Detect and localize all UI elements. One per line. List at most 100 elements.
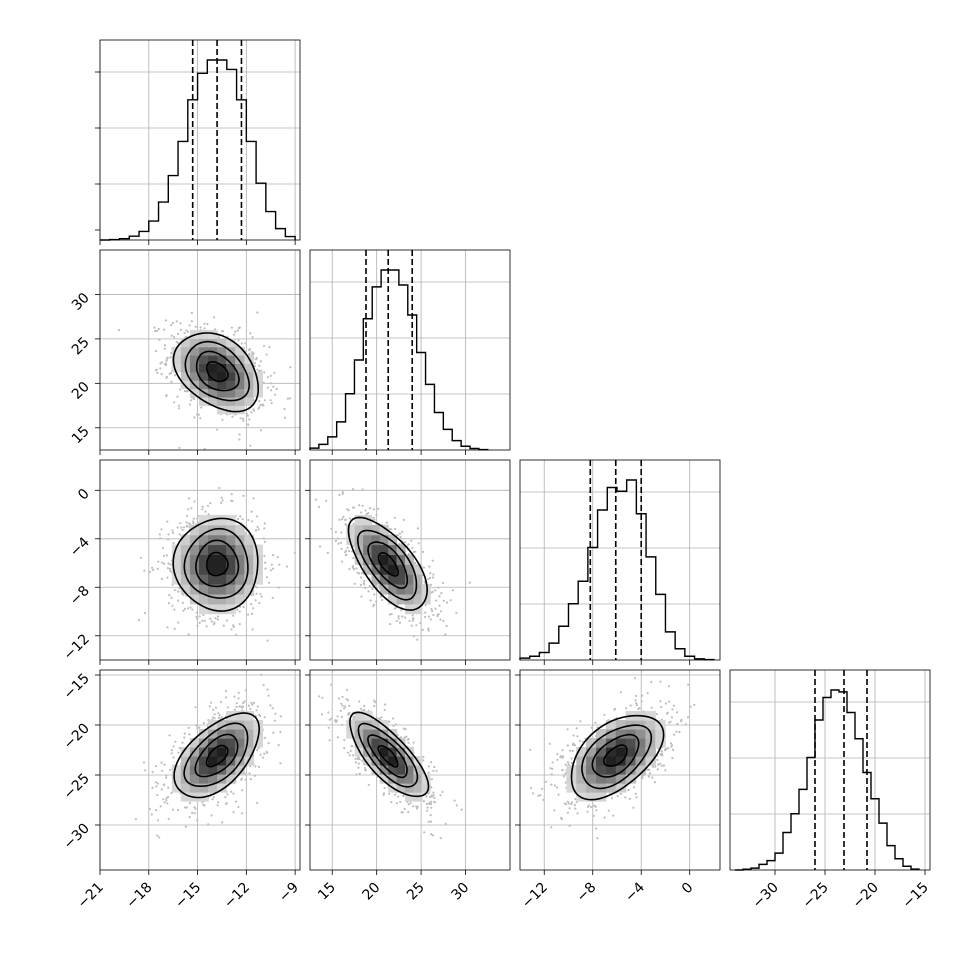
- density-cell: [226, 544, 236, 555]
- density-cell: [217, 388, 227, 398]
- sample-point: [170, 749, 173, 752]
- density-cell: [354, 554, 364, 565]
- sample-point: [250, 411, 253, 414]
- sample-point: [269, 399, 272, 402]
- sample-point: [373, 704, 376, 708]
- sample-point: [407, 543, 410, 546]
- sample-point: [340, 715, 343, 718]
- sample-point: [154, 369, 158, 372]
- density-cell: [217, 774, 227, 784]
- density-cell: [388, 593, 398, 605]
- sample-point: [165, 774, 168, 777]
- density-cell: [371, 756, 381, 766]
- sample-point: [338, 493, 341, 496]
- sample-point: [421, 628, 424, 631]
- density-cell: [199, 584, 209, 595]
- sample-point: [385, 521, 388, 524]
- sample-point: [437, 586, 440, 589]
- sample-point: [249, 332, 252, 335]
- sample-point: [369, 599, 372, 602]
- sample-point: [212, 708, 215, 711]
- sample-point: [352, 567, 355, 570]
- sample-point: [451, 589, 454, 592]
- sample-point: [203, 448, 206, 450]
- sample-point: [247, 704, 250, 707]
- density-cell: [217, 380, 227, 390]
- density-cell: [388, 774, 398, 784]
- density-cell: [413, 765, 423, 775]
- sample-point: [288, 397, 292, 400]
- density-cell: [226, 396, 236, 406]
- sample-point: [388, 792, 391, 795]
- sample-point: [154, 781, 157, 784]
- sample-point: [203, 327, 206, 330]
- sample-point: [256, 801, 259, 805]
- density-cell: [235, 380, 245, 390]
- density-cell: [244, 711, 254, 721]
- density-cell: [244, 738, 254, 748]
- density-cell: [405, 783, 414, 793]
- density-cell: [208, 544, 218, 555]
- sample-point: [271, 567, 275, 570]
- sample-point: [422, 550, 425, 553]
- sample-point: [349, 749, 352, 752]
- sample-point: [207, 513, 210, 516]
- sample-point: [199, 417, 202, 420]
- contour-level-2: [183, 527, 249, 599]
- sample-point: [214, 706, 218, 709]
- sample-point: [439, 794, 442, 797]
- density-cell: [379, 554, 389, 565]
- sample-point: [183, 332, 186, 335]
- density-cell: [217, 363, 227, 373]
- density-cell: [371, 747, 381, 757]
- sample-point: [165, 394, 168, 398]
- sample-point: [185, 521, 188, 524]
- sample-point: [318, 695, 321, 698]
- density-cell: [226, 388, 236, 398]
- density-cell: [199, 355, 209, 364]
- sample-point: [178, 587, 181, 590]
- sample-point: [226, 793, 229, 796]
- sample-point: [359, 583, 362, 587]
- density-cell: [180, 338, 191, 348]
- density-cell: [363, 514, 373, 526]
- density-cell: [379, 524, 389, 536]
- sample-point: [213, 621, 216, 624]
- sample-point: [278, 563, 281, 566]
- sample-point: [237, 697, 240, 700]
- sample-point: [671, 708, 674, 711]
- sample-point: [236, 329, 239, 332]
- density-cell: [235, 738, 245, 748]
- sample-point: [196, 727, 199, 730]
- density-cell: [235, 564, 245, 575]
- sample-point: [250, 351, 253, 354]
- sample-point: [357, 766, 360, 769]
- sample-point: [250, 603, 253, 606]
- sample-point: [429, 576, 432, 579]
- sample-point: [195, 615, 198, 618]
- sample-point: [156, 329, 159, 333]
- sample-point: [179, 322, 182, 325]
- sample-point: [268, 345, 271, 349]
- sample-point: [249, 707, 252, 711]
- density-cell: [226, 524, 236, 536]
- contour-level-1: [195, 350, 240, 392]
- sample-point: [262, 537, 265, 540]
- sample-point: [337, 542, 340, 545]
- sample-point: [411, 547, 414, 550]
- sample-point: [356, 571, 359, 574]
- sample-point: [159, 805, 162, 808]
- sample-point: [266, 376, 269, 379]
- density-cell: [346, 534, 356, 546]
- sample-point: [225, 802, 228, 805]
- contour-level-2: [184, 340, 251, 402]
- sample-point: [173, 608, 176, 611]
- sample-point: [380, 716, 383, 719]
- sample-point: [279, 715, 282, 718]
- density-cell: [226, 380, 236, 390]
- density-cell: [363, 738, 373, 748]
- sample-point: [258, 601, 261, 605]
- sample-point: [358, 504, 361, 507]
- sample-point: [162, 798, 165, 801]
- sample-point: [367, 783, 370, 786]
